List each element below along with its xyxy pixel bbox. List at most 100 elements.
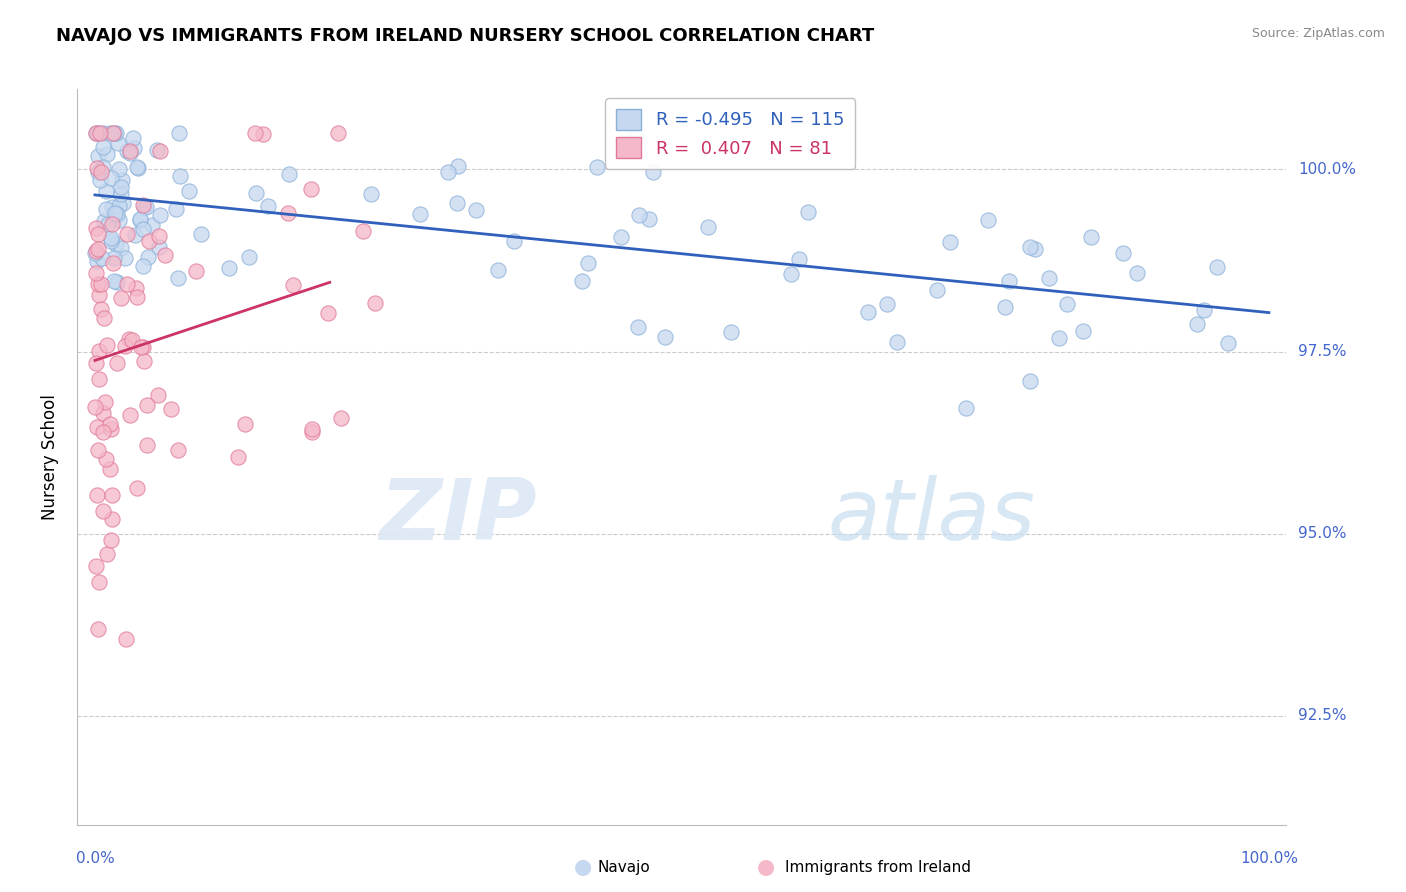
Point (252, 127, 274, 141)
Point (90, 301, 112, 316)
Point (91, 406, 114, 420)
Point (98, 417, 121, 431)
Point (94, 395, 117, 409)
Point (226, 450, 249, 465)
Point (994, 300, 1017, 314)
Point (103, 275, 125, 289)
Point (330, 411, 353, 425)
Point (122, 141, 145, 155)
Point (100, 533, 122, 548)
Point (89, 172, 111, 186)
Point (90, 165, 112, 179)
Point (245, 186, 267, 201)
Point (86, 622, 108, 636)
Point (167, 442, 190, 457)
Point (179, 184, 201, 198)
Legend: R = -0.495   N = 115, R =  0.407   N = 81: R = -0.495 N = 115, R = 0.407 N = 81 (606, 98, 855, 169)
Point (104, 204, 127, 219)
Point (117, 144, 139, 158)
Point (1024, 242, 1046, 256)
Point (149, 144, 172, 158)
Point (100, 234, 122, 248)
Text: 95.0%: 95.0% (1298, 526, 1347, 541)
Point (136, 437, 159, 451)
Point (925, 284, 948, 298)
Point (96, 147, 118, 161)
Point (149, 208, 172, 222)
Point (779, 267, 801, 281)
Point (120, 145, 142, 159)
Point (120, 146, 142, 161)
Point (91, 140, 114, 154)
Point (105, 236, 128, 251)
Point (84, 400, 107, 414)
Point (84, 126, 107, 140)
Text: Navajo: Navajo (598, 860, 651, 874)
Point (131, 221, 153, 235)
Point (277, 206, 299, 220)
Text: ●: ● (758, 857, 775, 877)
Point (1080, 229, 1102, 244)
Point (643, 164, 665, 178)
Point (128, 211, 150, 226)
Point (110, 186, 132, 201)
Point (627, 208, 650, 222)
Point (100, 512, 122, 526)
Point (125, 160, 148, 174)
Point (141, 218, 163, 232)
Point (93, 161, 115, 175)
Text: ●: ● (575, 857, 592, 877)
Point (876, 296, 898, 310)
Point (84, 559, 107, 574)
Point (1019, 240, 1042, 254)
Point (129, 213, 152, 227)
Point (111, 196, 134, 211)
Point (360, 186, 382, 201)
Point (84, 356, 107, 370)
Point (127, 290, 149, 304)
Point (90, 277, 112, 292)
Point (87, 574, 110, 589)
Point (160, 401, 183, 416)
Point (169, 169, 191, 183)
Point (127, 161, 149, 175)
Point (146, 143, 169, 157)
Point (238, 250, 260, 264)
Point (86, 420, 108, 434)
Point (1125, 266, 1147, 280)
Point (638, 211, 661, 226)
Point (654, 329, 676, 343)
Text: Source: ZipAtlas.com: Source: ZipAtlas.com (1251, 27, 1385, 40)
Point (190, 227, 212, 242)
Point (132, 201, 155, 215)
Point (87, 372, 110, 386)
Point (125, 481, 148, 495)
Point (408, 207, 430, 221)
Point (977, 213, 1000, 227)
Point (997, 274, 1019, 288)
Point (86, 165, 108, 179)
Point (98, 462, 121, 476)
Text: NAVAJO VS IMMIGRANTS FROM IRELAND NURSERY SCHOOL CORRELATION CHART: NAVAJO VS IMMIGRANTS FROM IRELAND NURSER… (56, 27, 875, 45)
Point (111, 173, 134, 187)
Point (939, 235, 962, 249)
Point (281, 277, 304, 292)
Point (299, 182, 322, 196)
Point (114, 252, 136, 266)
Point (107, 136, 129, 150)
Point (87, 126, 110, 140)
Point (146, 388, 169, 402)
Point (586, 161, 609, 175)
Point (124, 228, 146, 243)
Point (96, 547, 118, 561)
Point (115, 277, 138, 292)
Point (86, 488, 108, 502)
Point (136, 250, 159, 264)
Point (326, 126, 349, 140)
Point (103, 205, 125, 219)
Point (1187, 317, 1209, 331)
Point (121, 130, 143, 145)
Point (108, 213, 131, 227)
Point (1216, 335, 1239, 350)
Point (86, 242, 108, 256)
